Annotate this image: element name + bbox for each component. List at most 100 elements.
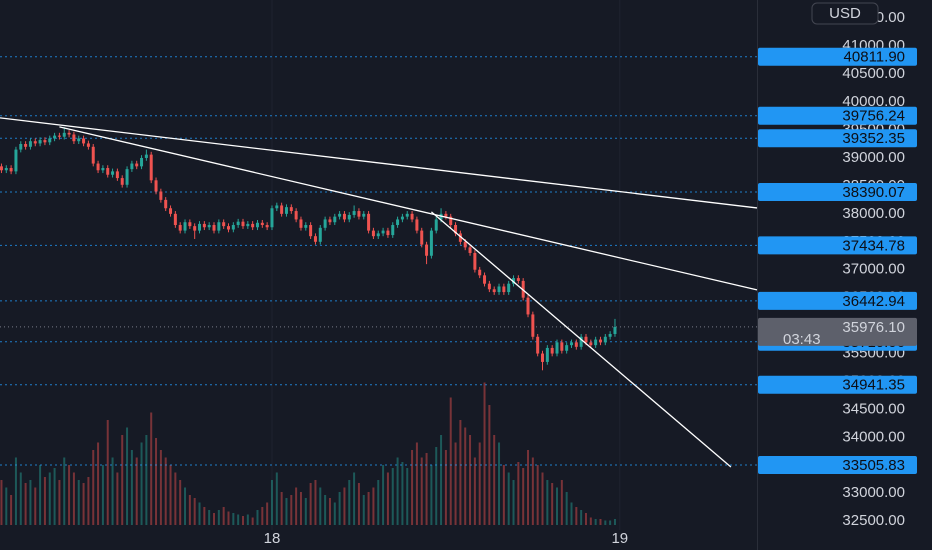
candle-body xyxy=(96,163,100,171)
volume-bar xyxy=(502,465,505,525)
volume-bar xyxy=(599,519,602,525)
candle-body xyxy=(333,216,337,223)
candle-body xyxy=(468,247,472,253)
candle-body xyxy=(217,222,221,231)
volume-bar xyxy=(19,472,22,525)
y-tick-label: 39000.00 xyxy=(842,149,905,166)
candle-body xyxy=(188,222,192,227)
volume-bar xyxy=(39,465,42,525)
candle-body xyxy=(144,154,148,158)
volume-bar xyxy=(184,487,187,525)
candle-body xyxy=(173,213,177,226)
candle-body xyxy=(115,171,119,179)
candle-body xyxy=(531,314,535,337)
candle-body xyxy=(400,216,404,220)
level-label: 39756.24 xyxy=(842,108,905,125)
y-tick-label: 38000.00 xyxy=(842,205,905,222)
volume-bar xyxy=(130,450,133,525)
candle-body xyxy=(227,226,231,230)
volume-bar xyxy=(522,468,525,525)
candle-body xyxy=(111,171,115,175)
volume-bar xyxy=(464,427,467,525)
candle-body xyxy=(14,149,18,172)
volume-bar xyxy=(246,514,249,525)
volume-bar xyxy=(372,487,375,525)
candle-body xyxy=(405,213,409,217)
candle-body xyxy=(565,345,569,351)
volume-bar xyxy=(613,519,616,525)
candle-body xyxy=(541,353,545,362)
volume-bar xyxy=(58,480,61,525)
volume-bar xyxy=(72,472,75,525)
level-badge xyxy=(758,183,917,202)
volume-bar xyxy=(213,513,216,525)
currency-label: USD xyxy=(829,5,861,22)
volume-bar xyxy=(10,495,13,525)
volume-bar xyxy=(584,513,587,525)
candle-body xyxy=(555,342,559,354)
volume-bar xyxy=(299,492,302,525)
candle-body xyxy=(396,219,400,226)
candle-body xyxy=(125,169,129,185)
volume-bar xyxy=(362,495,365,525)
volume-bar xyxy=(440,435,443,525)
volume-bar xyxy=(251,517,254,525)
candle-body xyxy=(86,143,90,147)
volume-bar xyxy=(473,457,476,525)
candle-body xyxy=(574,342,578,347)
volume-bar xyxy=(77,480,80,525)
volume-bar xyxy=(454,442,457,525)
candle-body xyxy=(294,211,298,220)
volume-bar xyxy=(150,412,153,525)
volume-bar xyxy=(285,498,288,525)
volume-bar xyxy=(87,477,90,525)
volume-bar xyxy=(101,465,104,525)
candle-body xyxy=(53,135,57,139)
candle-body xyxy=(478,269,482,276)
level-badge xyxy=(758,129,917,148)
volume-bar xyxy=(280,492,283,525)
level-badge xyxy=(758,47,917,66)
volume-bar xyxy=(232,513,235,525)
volume-bar xyxy=(498,442,501,525)
candle-body xyxy=(169,208,173,214)
candle-body xyxy=(594,339,598,346)
x-tick-label: 19 xyxy=(611,530,628,547)
candle-body xyxy=(420,230,424,245)
candle-body xyxy=(0,166,3,171)
volume-bar xyxy=(48,472,51,525)
candle-body xyxy=(367,213,371,231)
candle-body xyxy=(9,168,13,172)
candle-body xyxy=(4,168,8,171)
volume-bar xyxy=(34,487,37,525)
candle-body xyxy=(198,223,202,231)
y-tick-label: 40000.00 xyxy=(842,93,905,110)
candle-body xyxy=(589,342,593,346)
candle-body xyxy=(608,333,612,337)
volume-bar xyxy=(527,450,530,525)
y-tick-label: 33000.00 xyxy=(842,484,905,501)
candle-body xyxy=(67,132,71,135)
volume-bar xyxy=(594,519,597,525)
candle-body xyxy=(502,286,506,293)
candle-body xyxy=(507,283,511,293)
candle-body xyxy=(338,213,342,217)
volume-bar xyxy=(68,465,71,525)
volume-bar xyxy=(589,517,592,525)
volume-bar xyxy=(343,487,346,525)
candle-body xyxy=(48,138,52,143)
level-badge xyxy=(758,236,917,255)
y-tick-label: 37000.00 xyxy=(842,261,905,278)
level-badge xyxy=(758,106,917,125)
candle-body xyxy=(357,211,361,217)
volume-bar xyxy=(203,507,206,525)
candle-body xyxy=(487,283,491,290)
volume-bar xyxy=(237,514,240,525)
level-label: 36442.94 xyxy=(842,293,905,310)
candle-body xyxy=(425,244,429,256)
candle-body xyxy=(140,157,144,167)
volume-bar xyxy=(169,465,172,525)
volume-bar xyxy=(29,480,32,525)
candle-body xyxy=(362,213,366,217)
